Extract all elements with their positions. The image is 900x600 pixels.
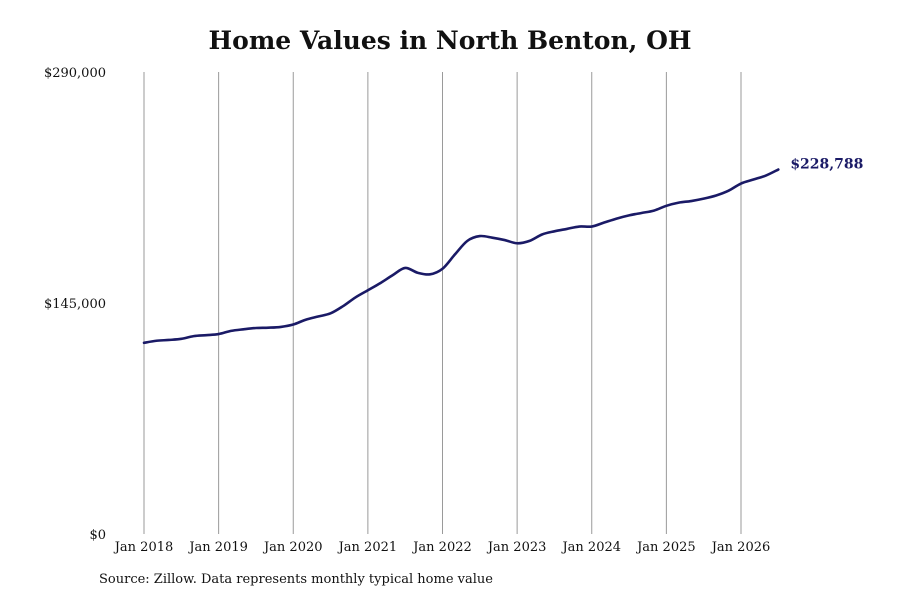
series-line-0	[142, 168, 780, 345]
x-tick-label: Jan 2018	[113, 540, 174, 555]
x-tick-label: Jan 2025	[635, 540, 696, 555]
end-labels: $228,788	[790, 157, 863, 173]
gridlines	[143, 72, 742, 534]
x-axis-ticks: Jan 2018 Jan 2019 Jan 2020 Jan 2021 Jan 2022…	[113, 540, 771, 555]
y-axis-ticks: $0 $145,000 $290,000	[44, 66, 106, 543]
x-tick-label: Jan 2024	[560, 540, 621, 555]
x-tick-label: Jan 2022	[411, 540, 472, 555]
x-tick-label: Jan 2019	[187, 540, 248, 555]
x-tick-label: Jan 2020	[262, 540, 323, 555]
y-tick-label: $290,000	[44, 66, 106, 81]
chart-title: Home Values in North Benton, OH	[208, 26, 692, 55]
y-tick-label: $145,000	[44, 297, 106, 312]
series-lines	[142, 168, 780, 345]
y-tick-label: $0	[89, 528, 106, 543]
x-tick-label: Jan 2023	[486, 540, 547, 555]
x-tick-label: Jan 2021	[337, 540, 398, 555]
end-value-label: $228,788	[790, 157, 863, 173]
x-tick-label: Jan 2026	[710, 540, 771, 555]
source-note: Source: Zillow. Data represents monthly …	[99, 572, 493, 587]
